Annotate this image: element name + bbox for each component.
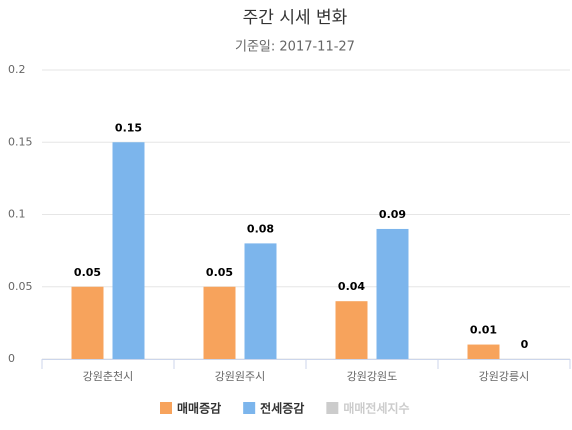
data-label: 0.08	[247, 222, 274, 235]
legend-swatch[interactable]	[326, 402, 339, 414]
y-tick-label: 0.05	[8, 280, 33, 293]
y-tick-label: 0.2	[8, 63, 26, 76]
data-label: 0.05	[206, 266, 233, 279]
bar	[376, 228, 409, 359]
legend-label[interactable]: 매매증감	[177, 401, 221, 416]
bar	[467, 344, 500, 359]
x-tick-label: 강원원주시	[215, 370, 266, 383]
x-tick-label: 강원강원도	[347, 370, 398, 383]
chart-title: 주간 시세 변화	[243, 8, 348, 28]
data-label: 0.05	[74, 266, 101, 279]
bar	[335, 301, 368, 359]
data-label: 0.01	[470, 324, 497, 337]
legend-label[interactable]: 전세증감	[260, 401, 304, 416]
y-tick-label: 0.15	[8, 135, 33, 148]
bar	[112, 142, 145, 359]
data-label: 0.04	[338, 280, 365, 293]
data-label: 0.09	[379, 208, 406, 221]
x-tick-label: 강원춘천시	[83, 369, 134, 383]
x-tick-label: 강원강릉시	[479, 370, 530, 383]
data-label: 0.15	[115, 121, 142, 134]
bar	[71, 286, 104, 359]
y-tick-label: 0.1	[8, 208, 26, 221]
bar	[203, 286, 236, 359]
chart-subtitle: 기준일: 2017-11-27	[235, 40, 355, 55]
y-tick-label: 0	[8, 352, 15, 365]
data-label: 0	[521, 338, 529, 351]
legend-swatch[interactable]	[243, 402, 256, 414]
legend-label[interactable]: 매매전세지수	[343, 401, 409, 416]
bar	[244, 243, 277, 359]
legend-swatch[interactable]	[160, 402, 172, 414]
